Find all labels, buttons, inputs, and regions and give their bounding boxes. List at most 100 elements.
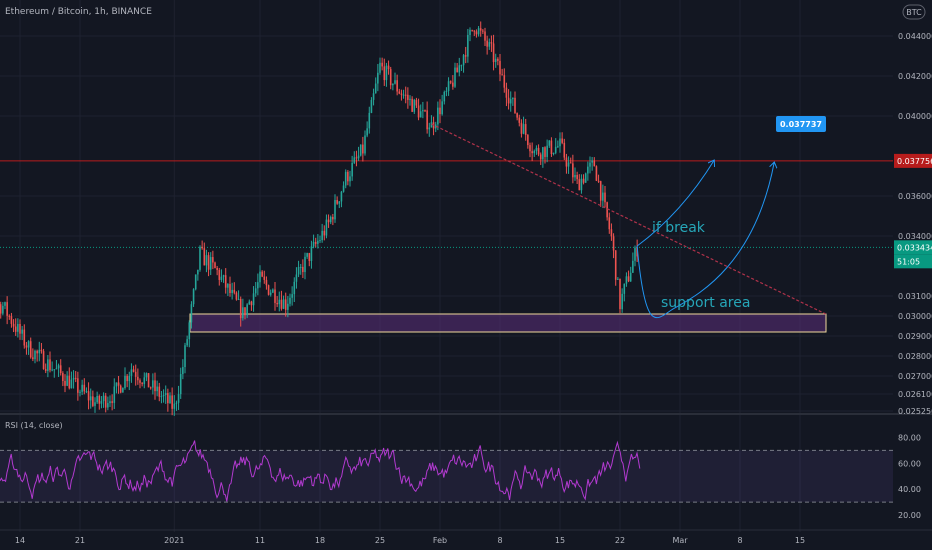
candle-body: [117, 382, 120, 386]
candle-body: [578, 179, 581, 191]
candle-body: [306, 253, 308, 257]
candle-body: [284, 299, 287, 310]
candle-body: [278, 299, 281, 305]
candle-body: [458, 65, 461, 73]
candle-body: [47, 359, 49, 371]
candle-body: [207, 255, 210, 270]
candle-body: [548, 140, 551, 146]
candle-body: [156, 386, 158, 392]
candle-body: [559, 138, 561, 147]
candle-body: [608, 217, 611, 230]
candle-body: [563, 142, 566, 158]
candle-body: [122, 388, 124, 393]
candle-body: [533, 150, 536, 154]
candle-body: [265, 279, 268, 286]
time-axis-label: 21: [75, 536, 85, 545]
candle-body: [473, 30, 476, 32]
candle-body: [419, 111, 422, 118]
candle-body: [216, 267, 218, 270]
candle-body: [387, 65, 390, 70]
target-callout-value: 0.037737: [780, 120, 822, 129]
time-axis-label: 8: [737, 536, 742, 545]
candle-body: [314, 241, 317, 244]
candle-body: [184, 345, 186, 368]
candle-body: [593, 160, 596, 167]
candle-body: [252, 293, 255, 306]
candle-body: [452, 82, 454, 87]
candle-body: [582, 178, 585, 183]
candle-body: [554, 146, 557, 153]
candle-body: [501, 74, 503, 76]
candle-body: [244, 307, 246, 316]
candle-body: [636, 247, 638, 257]
projection-retest: [636, 162, 774, 319]
time-axis-label: 2021: [164, 536, 184, 545]
candle-body: [87, 391, 90, 401]
candle-body: [597, 180, 600, 182]
candle-body: [274, 289, 276, 303]
candle-body: [381, 62, 383, 67]
projection-direct: [636, 160, 714, 247]
candle-body: [623, 283, 626, 294]
candle-body: [398, 91, 401, 94]
candle-body: [413, 99, 416, 112]
candle-body: [469, 29, 471, 35]
grid: [0, 0, 893, 532]
candle-body: [100, 401, 103, 404]
candle-body: [411, 98, 413, 112]
candle-body: [115, 382, 118, 387]
candle-body: [443, 91, 446, 102]
currency-badge-text: BTC: [906, 8, 922, 17]
candle-body: [197, 269, 199, 275]
candle-body: [374, 83, 377, 94]
candle-body: [325, 219, 328, 236]
candle-body: [362, 144, 364, 154]
currency-badge-border: [902, 4, 926, 20]
candle-body: [139, 380, 141, 383]
rsi-axis-label: 40.00: [898, 485, 921, 494]
candle-body: [0, 304, 2, 314]
candle-body: [25, 345, 28, 348]
candle-body: [304, 256, 306, 273]
candle-body: [158, 386, 161, 397]
candle-body: [383, 66, 386, 81]
candle-body: [321, 230, 323, 241]
candle-body: [92, 396, 94, 406]
candle-body: [619, 278, 621, 310]
candle-body: [289, 297, 291, 304]
candle-body: [257, 282, 259, 289]
candle-body: [254, 288, 257, 294]
candle-body: [261, 271, 263, 277]
candle-body: [6, 302, 8, 316]
resistance-price-tag-box: [894, 153, 932, 168]
candle-body: [580, 178, 583, 191]
candle-body: [364, 135, 366, 154]
candle-body: [625, 276, 628, 284]
candle-body: [522, 124, 525, 134]
candle-body: [173, 403, 176, 409]
target-callout-box: [776, 116, 826, 132]
candle-body: [302, 266, 304, 273]
candle-body: [428, 127, 431, 130]
candle-body: [55, 368, 58, 370]
support-zone: [189, 313, 827, 333]
candle-body: [4, 302, 6, 306]
candle-body: [297, 267, 300, 275]
candle-body: [287, 303, 289, 310]
candle-body: [124, 375, 126, 389]
rsi-pane: RSI (14, close) 80.00 60.00 40.00 20.00: [0, 421, 921, 520]
candle-body: [464, 55, 467, 57]
candle-body: [229, 284, 231, 293]
candle-body: [220, 276, 223, 280]
candle-body: [222, 275, 225, 277]
candle-body: [242, 307, 244, 319]
candle-body: [182, 367, 184, 375]
candle-body: [42, 351, 45, 370]
candle-body: [214, 262, 216, 268]
candle-body: [462, 55, 465, 66]
